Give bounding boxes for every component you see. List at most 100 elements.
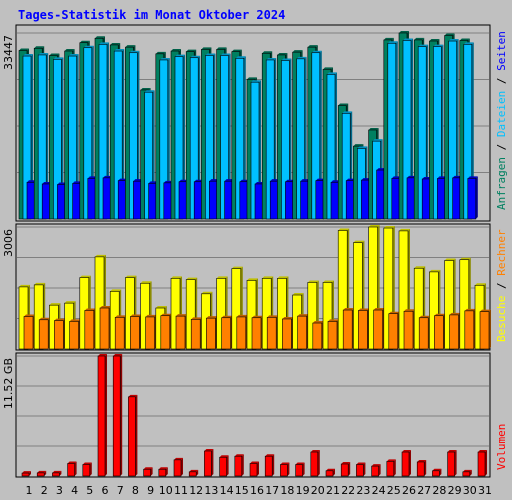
bar-top: [267, 315, 279, 318]
chart-legends: Anfragen / Dateien / Seiten Besuche / Rec…: [495, 31, 508, 470]
bar-front: [67, 463, 75, 477]
bar-side: [31, 54, 33, 220]
legend-item-dateien: Dateien: [495, 91, 508, 137]
bar-top: [459, 257, 471, 260]
bar-rechner-day-2: [38, 317, 51, 350]
bar-top: [114, 49, 125, 52]
bar-top: [125, 275, 137, 278]
bar-top: [220, 53, 231, 56]
bar-front: [416, 461, 425, 477]
bar-rechner-day-8: [130, 314, 142, 350]
x-tick-label: 29: [448, 484, 462, 497]
bar-side: [378, 464, 381, 476]
bar-top: [140, 281, 152, 284]
bar-top: [82, 462, 92, 465]
bar-top: [221, 315, 233, 318]
bar-top: [343, 308, 355, 311]
bar-front: [99, 307, 110, 350]
x-tick-label: 9: [147, 484, 154, 497]
bar-volumen-day-7: [112, 354, 123, 477]
bar-volumen-day-14: [219, 455, 229, 477]
bar-front: [277, 278, 287, 350]
bar-top: [251, 80, 261, 83]
bar-volumen-day-16: [249, 461, 259, 477]
bar-top: [478, 450, 487, 453]
bar-top: [49, 53, 60, 56]
bar-top: [328, 319, 339, 322]
bar-front: [413, 267, 424, 350]
bar-top: [432, 468, 442, 471]
bar-top: [247, 278, 258, 281]
bar-front: [459, 259, 470, 350]
bar-side: [74, 461, 77, 476]
bar-front: [102, 177, 112, 220]
bar-top: [22, 471, 31, 474]
x-tick-label: 12: [189, 484, 203, 497]
bar-front: [307, 282, 318, 350]
bar-top: [144, 90, 155, 93]
legend-item-volumen: Volumen: [495, 424, 508, 470]
bar-front: [52, 472, 60, 477]
bar-rechner-day-20: [312, 321, 324, 350]
x-tick-label: 20: [311, 484, 325, 497]
bar-top: [310, 450, 320, 453]
bar-top: [160, 313, 172, 316]
panel-besuche-rechner: 3006: [2, 223, 491, 351]
bar-front: [33, 284, 44, 350]
bar-top: [353, 144, 364, 147]
bar-front: [38, 319, 49, 350]
bar-side: [424, 459, 427, 476]
bar-rechner-day-21: [327, 319, 339, 350]
bar-top: [231, 266, 243, 269]
bar-side: [44, 470, 47, 476]
bar-rechner-day-4: [69, 319, 81, 350]
bar-side: [469, 469, 472, 476]
bar-front: [23, 316, 34, 350]
bar-front: [368, 226, 378, 350]
bar-front: [231, 268, 242, 350]
bar-side: [475, 176, 478, 219]
panel-anfragen-dateien-seiten: 33447: [2, 24, 491, 222]
bar-side: [304, 56, 307, 220]
bar-volumen-day-8: [128, 394, 138, 477]
bar-side: [411, 38, 413, 219]
bar-top: [326, 468, 335, 471]
bar-side: [456, 39, 459, 220]
bar-front: [251, 317, 262, 350]
bar-front: [310, 451, 319, 477]
bar-side: [196, 469, 199, 476]
bar-top: [433, 44, 444, 47]
bar-top: [49, 303, 61, 306]
bar-top: [24, 314, 35, 317]
bar-rechner-day-14: [221, 315, 233, 350]
bar-front: [158, 468, 167, 477]
x-tick-label: 25: [387, 484, 401, 497]
bar-top: [235, 56, 246, 59]
bar-front: [444, 260, 454, 350]
bar-front: [447, 451, 455, 477]
bar-top: [464, 308, 476, 311]
bar-front: [421, 178, 431, 220]
bar-volumen-day-26: [401, 450, 411, 477]
bar-front: [337, 230, 348, 350]
y-max-label: 3006: [2, 229, 15, 257]
bar-volumen-day-24: [371, 464, 381, 477]
bar-top: [280, 462, 290, 465]
bar-front: [434, 315, 444, 350]
bar-front: [190, 319, 201, 350]
legend-volumen: Volumen: [495, 424, 508, 470]
bar-front: [330, 181, 340, 220]
bar-top: [201, 291, 213, 294]
bar-rechner-day-11: [175, 314, 187, 350]
bar-side: [122, 49, 125, 219]
x-tick-label: 10: [159, 484, 173, 497]
bar-volumen-day-15: [234, 454, 244, 477]
legend-item-besuche: Besuche: [495, 296, 508, 342]
bar-top: [372, 139, 383, 142]
bar-top: [189, 469, 199, 472]
legend-besuche-rechner: Besuche / Rechner: [495, 229, 508, 342]
bar-front: [133, 180, 142, 220]
bar-top: [467, 176, 478, 179]
bar-side: [287, 462, 290, 476]
